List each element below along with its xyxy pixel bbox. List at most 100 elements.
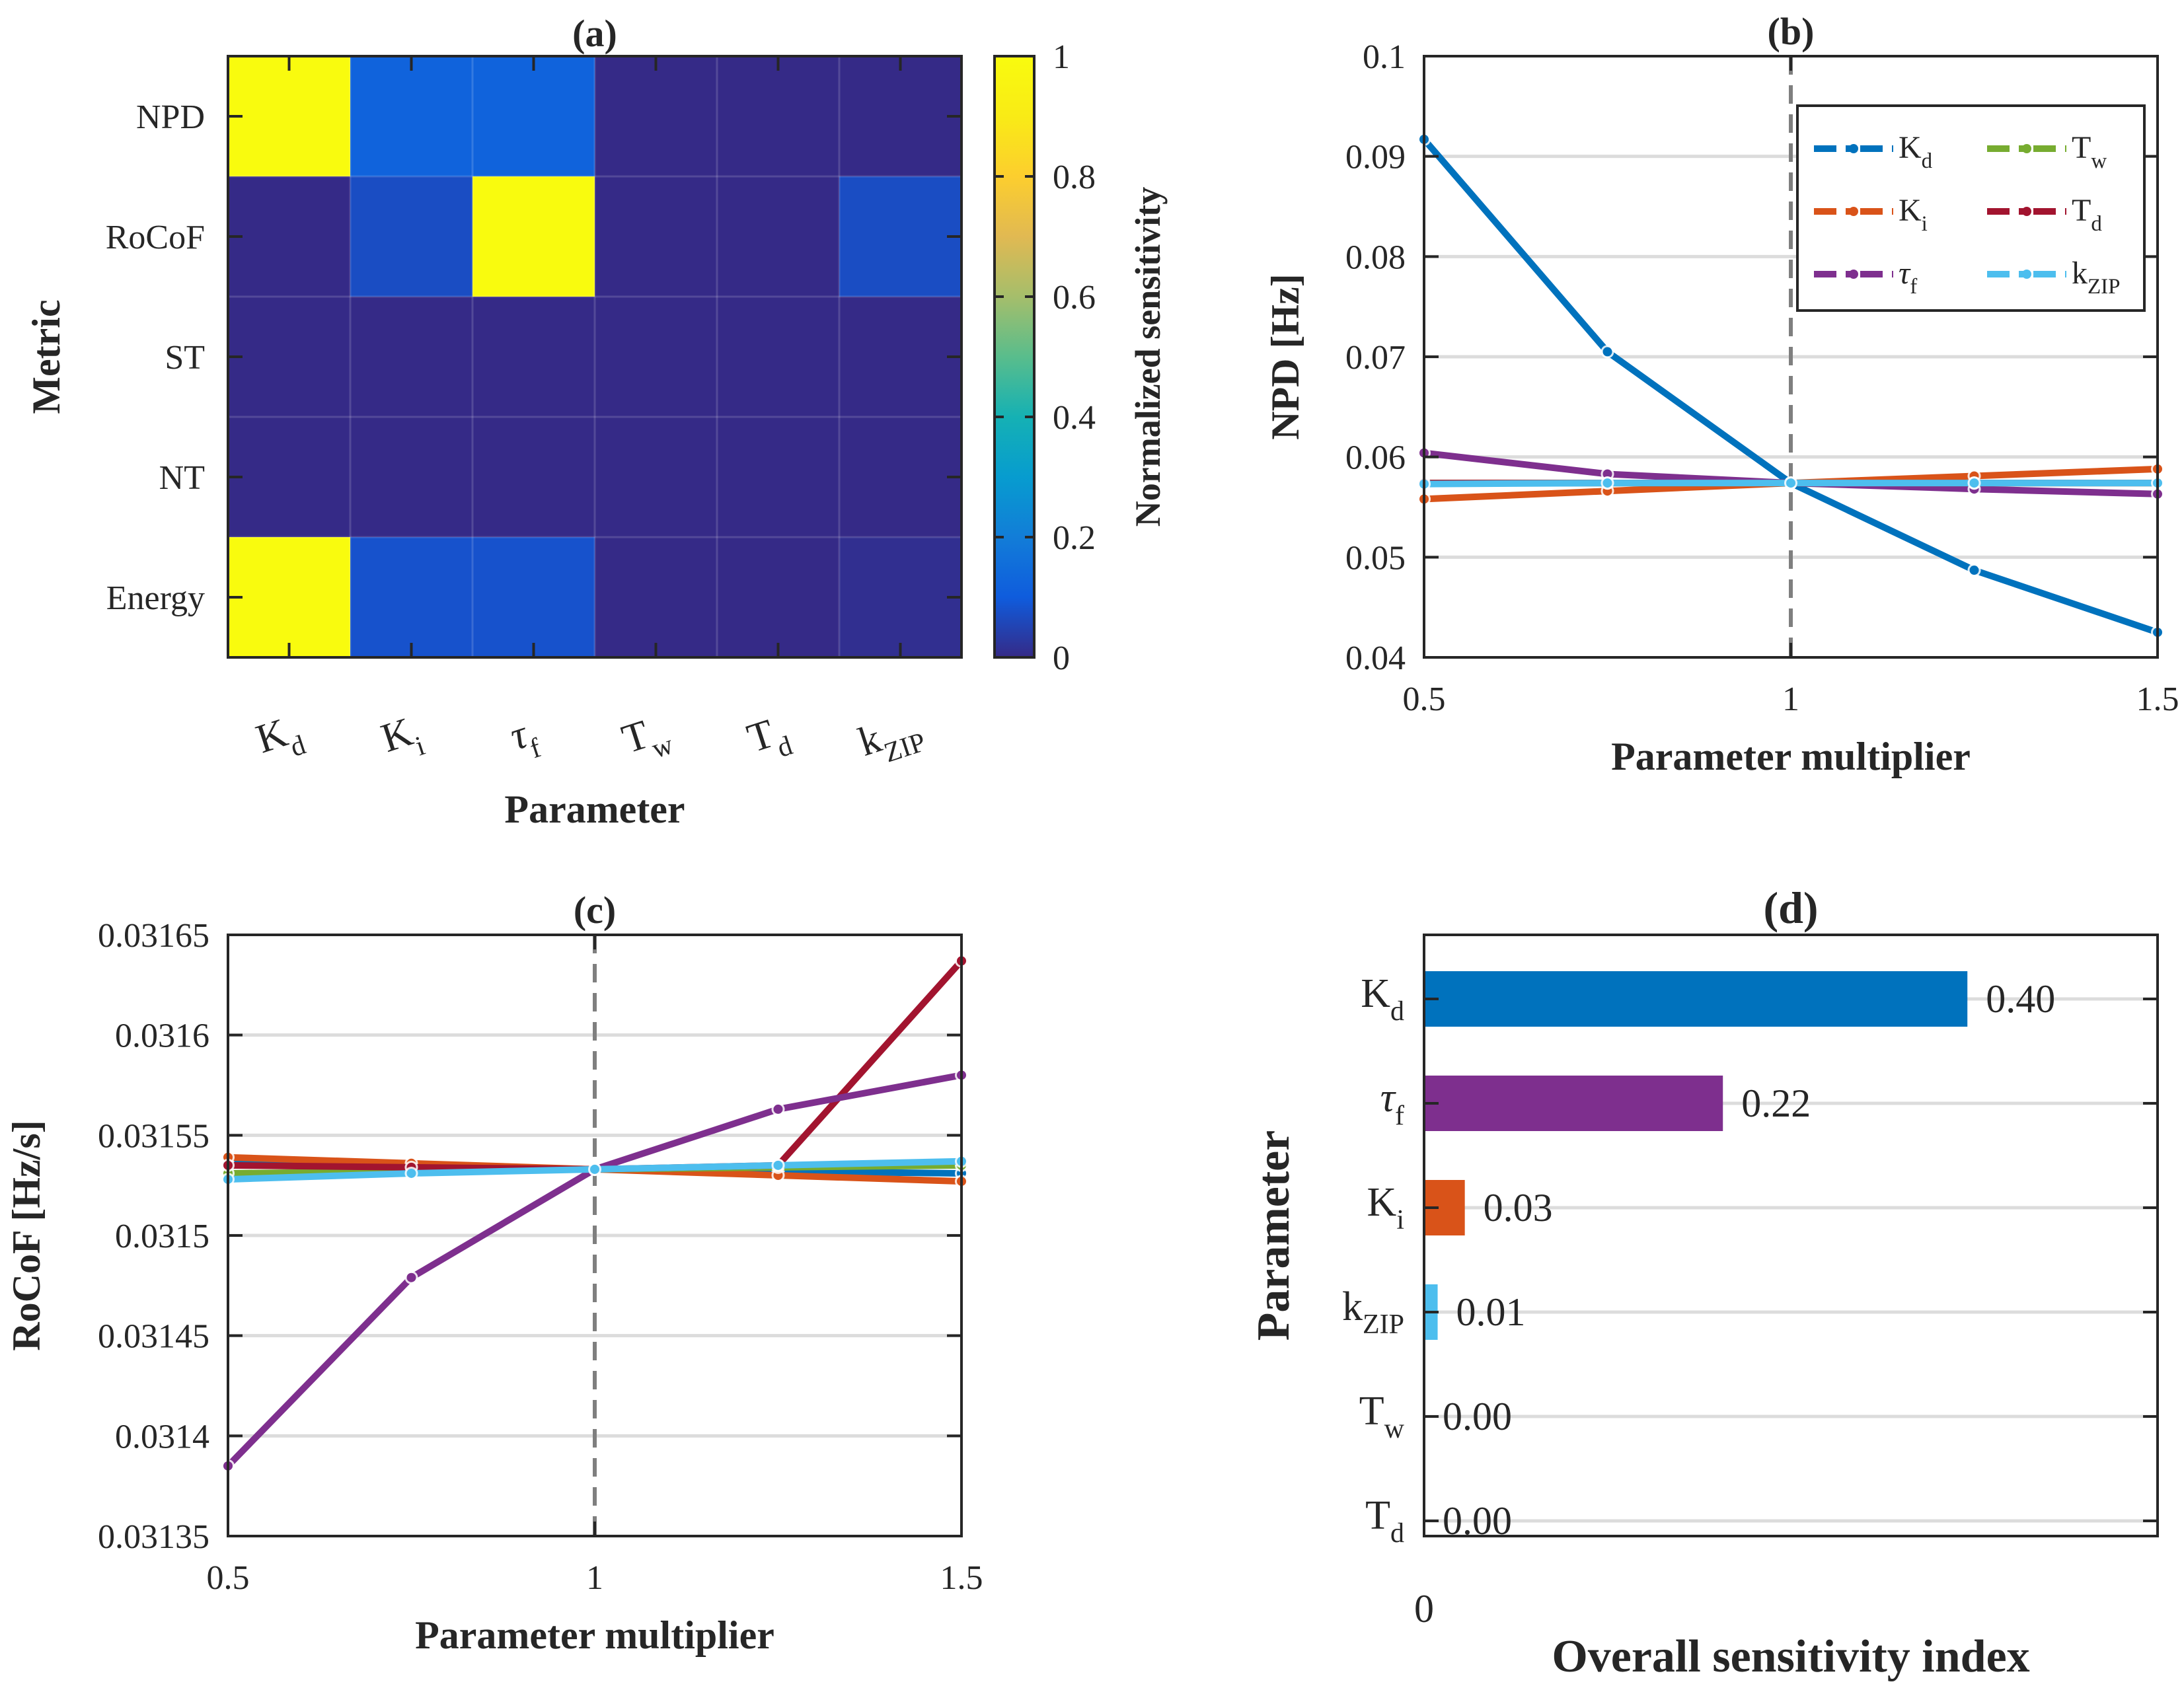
param-symbol: T [1359,1389,1384,1434]
legend-marker-kZIP [2022,270,2031,279]
heatmap-cell [472,297,595,418]
param-subscript: d [1390,996,1404,1027]
colorbar [995,56,1034,657]
heatmap-cell [595,417,718,538]
y-tick-label: 0.0314 [115,1418,209,1455]
colorbar-tick-label: 0.4 [1053,399,1096,437]
y-tick-label: 0.03145 [98,1318,209,1356]
param-symbol: k [2072,256,2088,291]
y-tick-label: 0.06 [1345,439,1406,477]
param-subscript: d [2091,212,2102,236]
heatmap-cell [717,297,840,418]
panel-title: (d) [1763,883,1818,933]
x-axis-title: Parameter [504,788,685,831]
x-tick-label: 1.5 [2136,680,2179,718]
panel-title: (b) [1768,10,1815,53]
heatmap-cell [839,176,962,297]
param-subscript: d [1922,149,1933,173]
bar-value-label: 0.03 [1484,1186,1553,1230]
colorbar-title: Normalized sensitivity [1128,187,1168,527]
param-symbol: K [1367,1180,1397,1225]
category-label-Kd: Kd [1361,971,1404,1027]
y-axis-title: Parameter [1248,1130,1299,1341]
param-symbol: T [2072,193,2091,228]
y-tick-label: 0.07 [1345,339,1406,377]
marker-tau_f [406,1272,416,1282]
marker-tau_f [773,1104,783,1114]
y-tick-label: 0.0315 [115,1218,209,1255]
x-tick-label: 0.5 [1403,680,1446,718]
param-subscript: d [287,730,309,763]
y-tick-label: 0.08 [1345,239,1406,276]
y-axis-title: Metric [24,299,68,414]
row-label: ST [165,339,205,377]
param-subscript: ZIP [2088,275,2121,299]
y-tick-label: 0.0316 [115,1017,209,1055]
legend-entry-tau_f: τf [1899,256,1917,299]
row-label: RoCoF [106,219,205,256]
col-label: kZIP [853,703,929,775]
heatmap-cell [472,176,595,297]
colorbar-frame [993,55,1036,659]
heatmap-cell [228,537,351,658]
legend-entry-Tw: Tw [2072,130,2107,173]
col-label: Td [742,707,796,772]
legend-entry-Td: Td [2072,193,2102,236]
y-tick-label: 0.03135 [98,1518,209,1556]
heatmap-cell [839,297,962,418]
param-symbol: τ [1380,1076,1397,1121]
heatmap-cell [717,537,840,658]
bar-value-label: 0.22 [1741,1082,1811,1125]
param-subscript: i [1396,1205,1404,1235]
heatmap-cell [839,417,962,538]
bar-value-label: 0.00 [1443,1395,1512,1438]
panel-title: (c) [574,889,616,932]
row-label: NT [159,459,205,497]
heatmap-cell [717,56,840,177]
colorbar-tick-label: 0.2 [1053,519,1096,557]
marker-kZIP [1786,478,1795,488]
panel-c-rocof-line-chart: 0.03135 0.0314 0.03145 0.0315 0.03155 0.0316 0… [5,889,983,1657]
x-tick-label: 0 [1414,1587,1434,1631]
heatmap-cell [350,417,473,538]
param-subscript: w [648,729,677,764]
row-label: NPD [136,98,205,136]
param-subscript: i [1922,212,1928,236]
param-subscript: w [1384,1414,1405,1444]
heatmap-cell [839,537,962,658]
category-label-kZIP: kZIP [1342,1284,1404,1340]
marker-tau_f [1602,469,1612,479]
legend-marker-tau_f [1849,270,1858,279]
x-tick-label: 1.5 [940,1559,983,1597]
bar-Kd [1424,971,1968,1027]
panel-b-npd-line-chart: 0.04 0.05 0.06 0.07 0.08 0.09 0.1 0.5 1 1.5 (b) Par… [1263,10,2179,778]
col-label: Kd [251,706,310,772]
heatmap-cell [350,297,473,418]
legend-entry-Ki: Ki [1899,193,1928,236]
param-symbol: K [1899,193,1922,228]
legend-marker-Tw [2022,144,2031,153]
heatmap-cell [595,297,718,418]
x-tick-label: 0.5 [207,1559,250,1597]
category-label-Td: Td [1365,1493,1404,1549]
heatmap-cell [595,537,718,658]
legend-entry-Kd: Kd [1899,130,1933,173]
marker-kZIP [590,1164,599,1174]
param-subscript: f [1395,1101,1404,1131]
param-symbol: τ [1899,256,1911,291]
colorbar-tick-label: 0.6 [1053,279,1096,316]
y-tick-label: 0.03155 [98,1117,209,1155]
heatmap-cell [350,176,473,297]
marker-kZIP [1969,478,1979,488]
param-subscript: f [1910,275,1917,299]
param-symbol: K [251,710,293,762]
heatmap-cell [717,417,840,538]
x-axis-title: Overall sensitivity index [1552,1631,2029,1682]
legend-marker-Td [2022,207,2031,216]
col-label: τf [505,709,545,769]
colorbar-tick-label: 0.8 [1053,159,1096,196]
heatmap-cell [228,297,351,418]
y-tick-label: 0.03165 [98,917,209,955]
heatmap-cell [595,176,718,297]
